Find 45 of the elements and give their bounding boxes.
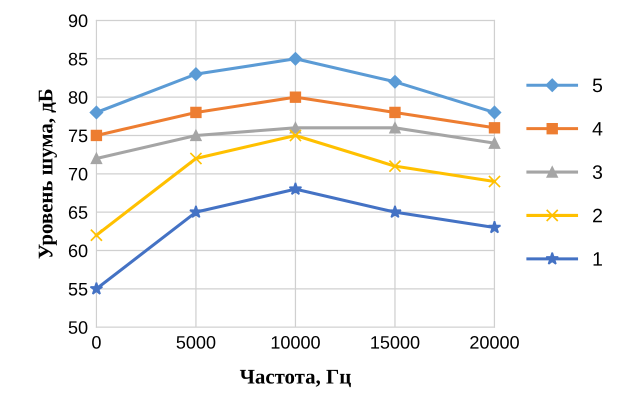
x-tick-label: 5000	[176, 336, 216, 349]
y-tick-label: 50	[68, 321, 88, 334]
y-tick-label: 80	[68, 91, 88, 104]
point	[190, 152, 202, 165]
point	[388, 205, 402, 218]
point	[288, 182, 302, 196]
x-tick-label: 0	[92, 336, 101, 349]
legend-label: 4	[592, 122, 602, 136]
y-tick-label: 70	[68, 168, 88, 181]
point	[189, 67, 203, 81]
x-axis-title: Частота, Гц	[240, 370, 351, 388]
point	[389, 122, 401, 134]
point	[288, 52, 302, 66]
point	[488, 106, 502, 120]
point	[290, 91, 302, 103]
y-tick-label: 75	[68, 130, 88, 142]
point	[488, 175, 501, 188]
legend-label: 1	[594, 252, 602, 266]
legend-label: 2	[593, 208, 602, 222]
point	[388, 160, 402, 173]
y-tick-label: 85	[68, 52, 88, 66]
y-tick-label: 65	[68, 206, 88, 219]
point	[90, 106, 104, 120]
legend-label: 5	[592, 78, 602, 92]
point	[488, 220, 502, 234]
legend-label: 3	[592, 165, 602, 180]
point	[190, 106, 202, 118]
point	[90, 130, 102, 142]
y-tick-label: 90	[68, 14, 88, 28]
point	[90, 228, 103, 242]
y-axis-title: Уровень шума, дБ	[38, 90, 57, 259]
y-tick-label: 60	[68, 244, 88, 258]
point	[189, 205, 203, 218]
x-tick-label: 15000	[371, 336, 420, 349]
point	[488, 137, 500, 149]
x-tick-label: 20000	[470, 336, 519, 349]
point	[389, 106, 401, 118]
point	[90, 152, 102, 164]
point	[289, 129, 302, 142]
y-tick-label: 55	[68, 282, 88, 296]
point	[388, 75, 402, 89]
x-tick-label: 10000	[272, 336, 320, 349]
point	[488, 122, 500, 134]
point	[90, 282, 104, 295]
point	[190, 130, 202, 142]
